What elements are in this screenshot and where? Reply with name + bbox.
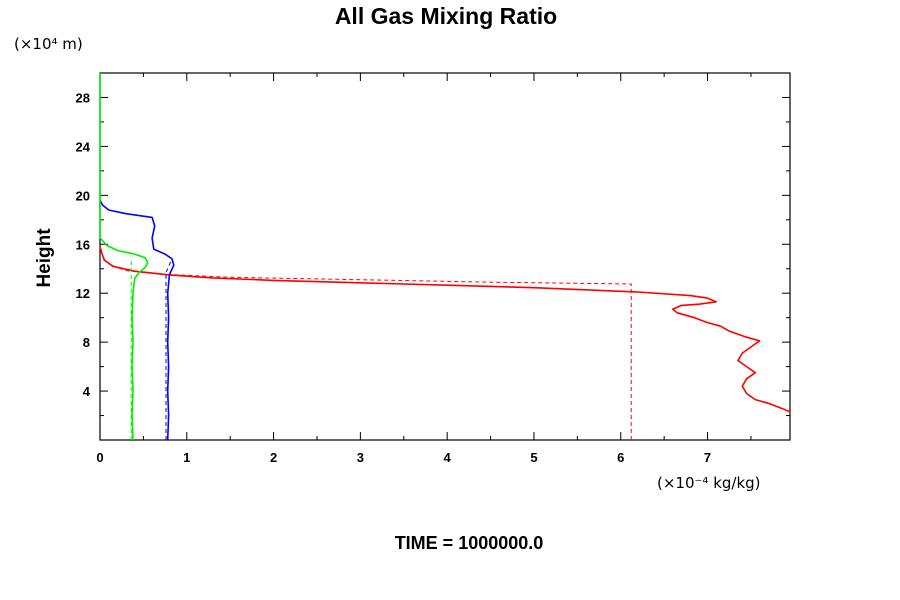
- y-tick-label: 12: [76, 286, 90, 301]
- series-group: [99, 73, 791, 441]
- x-tick-label: 1: [183, 450, 190, 465]
- y-tick-label: 24: [76, 139, 91, 154]
- x-unit-label: (×10⁻⁴ kg/kg): [657, 474, 761, 492]
- series-line-0: [99, 246, 791, 413]
- x-tick-label: 2: [270, 450, 277, 465]
- series-line-4: [99, 73, 149, 441]
- x-tick-label: 5: [530, 450, 537, 465]
- time-label: TIME = 1000000.0: [395, 533, 544, 553]
- x-tick-label: 6: [617, 450, 624, 465]
- y-axis-label: Height: [34, 228, 55, 288]
- x-tick-label: 0: [96, 450, 103, 465]
- chart-title: All Gas Mixing Ratio: [335, 3, 557, 29]
- x-tick-label: 7: [704, 450, 711, 465]
- y-tick-label: 4: [83, 384, 91, 399]
- x-tick-label: 4: [444, 450, 452, 465]
- y-tick-label: 28: [76, 90, 90, 105]
- y-tick-label: 8: [83, 335, 90, 350]
- y-tick-label: 20: [76, 188, 90, 203]
- y-tick-label: 16: [76, 237, 90, 252]
- series-line-1: [103, 258, 632, 440]
- plot-frame: [99, 72, 791, 441]
- series-line-3: [165, 260, 172, 440]
- y-unit-label: (×10⁴ m): [14, 35, 83, 53]
- series-line-2: [99, 199, 175, 441]
- x-tick-label: 3: [357, 450, 364, 465]
